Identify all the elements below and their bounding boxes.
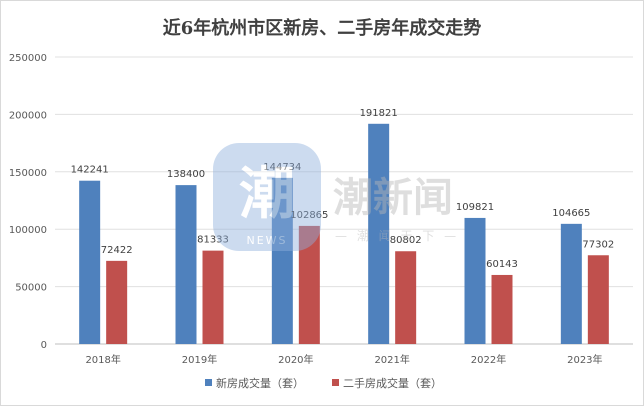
- y-tick-label: 200000: [9, 110, 47, 121]
- bar-new-home-2018年: [79, 180, 101, 344]
- y-axis-ticks: 0 50000 100000 150000 200000 250000: [9, 53, 47, 351]
- y-tick-label: 0: [41, 340, 47, 351]
- x-tick-label: 2021年: [374, 353, 409, 366]
- bar-new-home-2020年: [271, 177, 293, 344]
- x-axis-ticks: 2018年 2019年 2020年 2021年 2022年 2023年: [85, 353, 602, 366]
- x-tick-label: 2023年: [567, 353, 602, 366]
- x-tick-label: 2022年: [471, 353, 506, 366]
- legend: 新房成交量（套） 二手房成交量（套）: [205, 376, 442, 390]
- bar-resale-2023年: [587, 255, 609, 344]
- legend-swatch: [332, 379, 339, 386]
- bar-new-home-2021年: [368, 123, 390, 344]
- bar-new-home-2022年: [464, 217, 486, 344]
- data-label: 80802: [390, 235, 422, 246]
- data-label: 142241: [71, 165, 109, 176]
- data-label: 104665: [552, 208, 590, 219]
- watermark-logo-tile: [213, 143, 321, 251]
- data-label: 138400: [167, 169, 205, 180]
- y-tick-label: 150000: [9, 168, 47, 179]
- data-label: 102865: [290, 210, 328, 221]
- bar-resale-2021年: [395, 251, 417, 344]
- data-label: 77302: [582, 239, 614, 250]
- watermark-slogan: — 潮 闻 天 下 —: [335, 228, 459, 243]
- legend-label: 新房成交量（套）: [216, 376, 304, 390]
- watermark-brand: 潮新闻: [333, 175, 453, 221]
- bar-new-home-2019年: [175, 185, 197, 344]
- legend-swatch: [205, 379, 212, 386]
- x-tick-label: 2020年: [278, 353, 313, 366]
- y-tick-label: 100000: [9, 225, 47, 236]
- data-label: 191821: [360, 108, 398, 119]
- bar-resale-2022年: [491, 274, 513, 344]
- data-label: 60143: [486, 259, 518, 270]
- x-tick-label: 2019年: [182, 353, 217, 366]
- bar-resale-2020年: [298, 225, 320, 344]
- data-label: 144734: [263, 162, 301, 173]
- grid-layer: [55, 56, 633, 345]
- data-label: 81333: [197, 235, 229, 246]
- data-label: 109821: [456, 202, 494, 213]
- bars-layer: [79, 123, 609, 344]
- watermark-logo-char: 潮: [239, 162, 295, 227]
- chart-title: 近6年杭州市区新房、二手房年成交走势: [163, 17, 482, 39]
- watermark: 潮 NEWS 潮新闻 — 潮 闻 天 下 —: [213, 143, 459, 251]
- bar-new-home-2023年: [560, 223, 582, 344]
- legend-label: 二手房成交量（套）: [343, 376, 442, 390]
- watermark-logo-sub: NEWS: [246, 234, 287, 247]
- data-labels-layer: 142241 72422 138400 81333 144734 102865 191821…: [71, 108, 615, 270]
- x-tick-label: 2018年: [85, 353, 120, 366]
- bar-resale-2019年: [202, 250, 224, 344]
- y-tick-label: 50000: [15, 283, 47, 294]
- data-label: 72422: [101, 245, 133, 256]
- y-tick-label: 250000: [9, 53, 47, 64]
- bar-resale-2018年: [106, 260, 128, 344]
